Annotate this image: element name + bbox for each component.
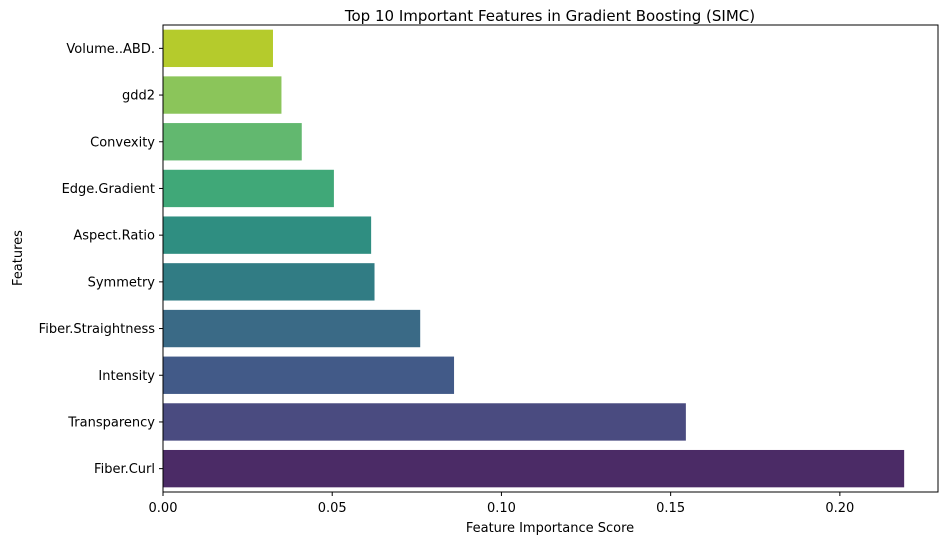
bar <box>163 403 686 441</box>
bars-group <box>163 29 905 488</box>
y-tick-label: Fiber.Curl <box>94 462 155 477</box>
y-tick-label: Transparency <box>67 415 155 430</box>
y-tick-label: Edge.Gradient <box>62 182 155 197</box>
bar <box>163 449 905 488</box>
x-tick-label: 0.10 <box>487 501 516 516</box>
x-tick-label: 0.15 <box>656 501 685 516</box>
bar <box>163 216 372 254</box>
y-tick-label: Convexity <box>90 135 155 150</box>
y-axis-label: Features <box>11 230 26 286</box>
plot-frame <box>162 24 939 493</box>
bar <box>163 76 282 114</box>
bar <box>163 309 421 348</box>
y-ticks-group: Volume..ABD. gdd2 Convexity Edge.Gradient As… <box>39 42 163 477</box>
bar <box>163 169 334 208</box>
y-tick-label: Intensity <box>98 369 155 384</box>
x-tick-label: 0.00 <box>149 501 178 516</box>
x-axis-label: Feature Importance Score <box>466 521 634 536</box>
y-tick-label: Aspect.Ratio <box>73 229 155 244</box>
bar <box>163 356 455 394</box>
chart-title: Top 10 Important Features in Gradient Bo… <box>344 7 755 25</box>
y-tick-label: gdd2 <box>122 89 155 104</box>
y-tick-label: Symmetry <box>88 275 156 290</box>
x-tick-label: 0.05 <box>318 501 347 516</box>
x-ticks-group: 0.00 0.05 0.10 0.15 0.20 <box>149 492 854 516</box>
y-tick-label: Volume..ABD. <box>66 42 155 57</box>
x-tick-label: 0.20 <box>825 501 854 516</box>
bar <box>163 123 302 161</box>
y-tick-label: Fiber.Straightness <box>39 322 156 337</box>
bar <box>163 263 375 301</box>
bar <box>163 29 273 68</box>
